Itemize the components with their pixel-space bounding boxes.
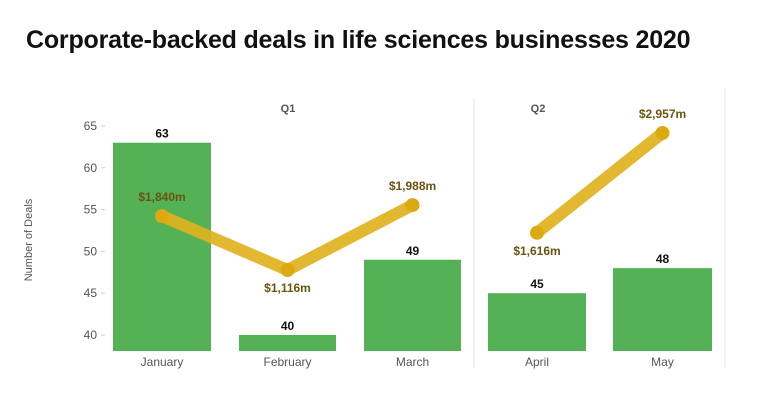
bar-may	[613, 268, 712, 351]
bar-value-label: 45	[530, 277, 544, 291]
deal-value-point-february	[280, 263, 295, 277]
x-tick-label: April	[525, 355, 549, 369]
x-tick-label: February	[263, 355, 311, 369]
y-axis-label: Number of Deals	[23, 198, 35, 281]
panel-header-q1: Q1	[281, 103, 296, 115]
deal-value-point-january	[155, 209, 169, 224]
bar-april	[488, 293, 586, 351]
bar-january	[113, 142, 211, 351]
bar-value-label: 63	[155, 127, 169, 141]
y-tick-label: 60	[84, 161, 98, 175]
y-tick-label: 45	[84, 286, 98, 300]
x-tick-label: May	[651, 355, 674, 369]
bar-value-label: 48	[656, 252, 670, 266]
y-tick-label: 40	[84, 328, 98, 342]
deal-value-label: $1,616m	[513, 244, 560, 258]
y-tick-label: 55	[84, 203, 98, 217]
deal-value-line-q2	[531, 127, 669, 239]
deal-value-point-may	[655, 126, 670, 140]
x-tick-label: March	[396, 355, 429, 369]
bar-value-label: 49	[406, 244, 420, 258]
x-tick-label: January	[141, 355, 184, 369]
deal-value-label: $2,957m	[639, 107, 686, 121]
y-tick-label: 50	[84, 244, 98, 258]
bar-value-label: 40	[281, 319, 295, 333]
bar-february	[239, 335, 336, 351]
deal-value-label: $1,988m	[389, 179, 436, 193]
bar-march	[364, 259, 461, 351]
panel-header-q2: Q2	[531, 103, 546, 115]
deal-value-point-march	[405, 198, 420, 213]
deal-value-label: $1,840m	[138, 190, 185, 204]
chart-title: Corporate-backed deals in life sciences …	[26, 26, 691, 54]
deal-value-label: $1,116m	[264, 281, 311, 295]
deal-value-point-april	[530, 225, 544, 240]
y-tick-label: 65	[84, 119, 98, 133]
